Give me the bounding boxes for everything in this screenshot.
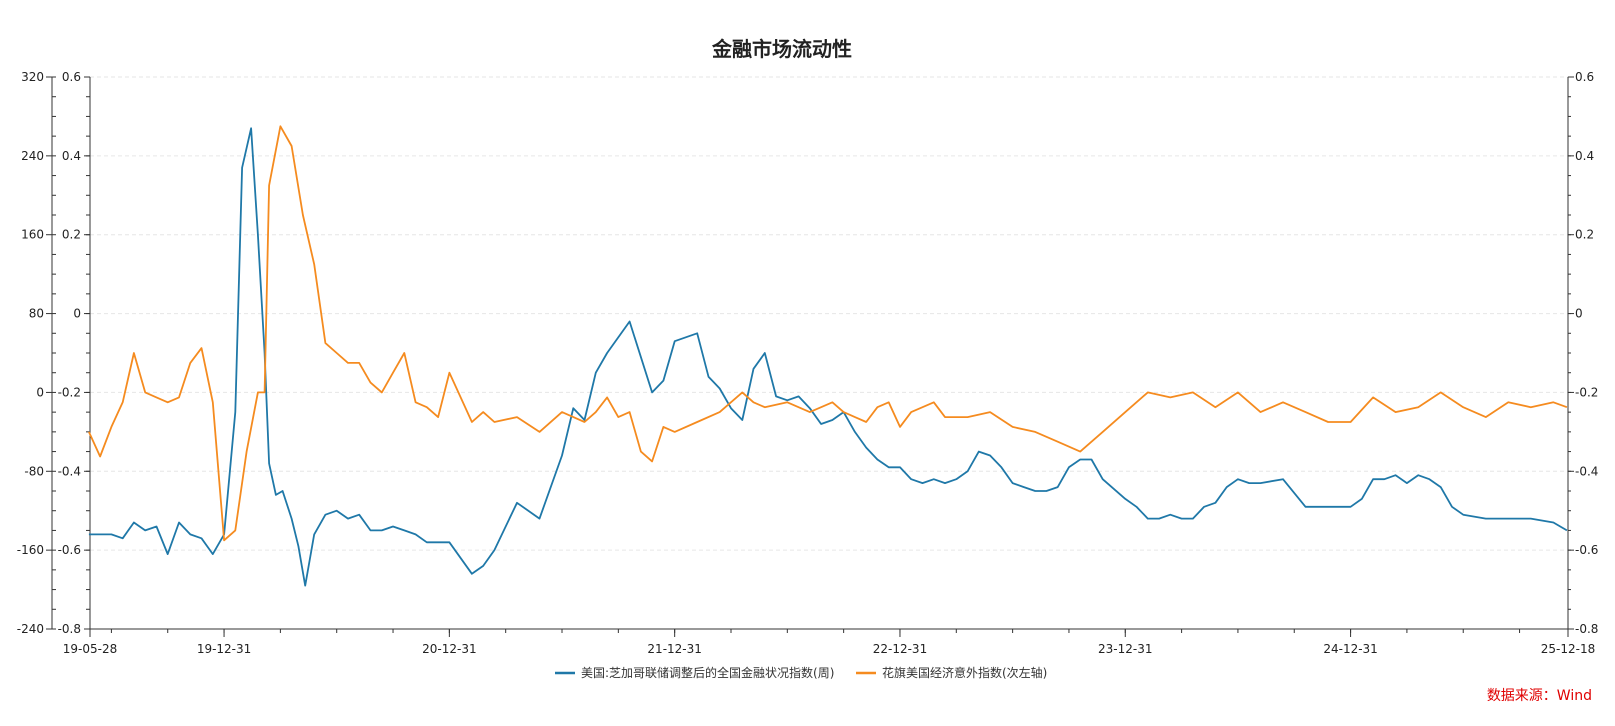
y-right-tick-label: 0.2: [1575, 228, 1594, 242]
x-tick-label: 19-12-31: [197, 642, 251, 656]
legend: 美国:芝加哥联储调整后的全国金融状况指数(周) 花旗美国经济意外指数(次左轴): [555, 665, 1047, 680]
y-inner-tick-label: -0.2: [58, 385, 81, 399]
grid-lines: [90, 76, 1568, 551]
x-tick-label: 21-12-31: [647, 642, 701, 656]
y-left-tick-label: 80: [29, 307, 44, 321]
y-inner-tick-label: 0.6: [62, 70, 81, 84]
y-inner-tick-label: 0.4: [62, 149, 81, 163]
y-inner-tick-label: -0.4: [58, 464, 81, 478]
y-left-tick-label: 160: [21, 228, 44, 242]
y-right-tick-label: -0.6: [1575, 543, 1598, 557]
y-left-tick-label: 0: [36, 385, 44, 399]
legend-label-2: 花旗美国经济意外指数(次左轴): [882, 665, 1047, 680]
y-right-tick-label: -0.8: [1575, 622, 1598, 636]
y-inner-tick-label: 0.2: [62, 228, 81, 242]
series-line-1: [88, 127, 1568, 587]
series-line-2: [88, 125, 1568, 542]
x-tick-label: 23-12-31: [1098, 642, 1152, 656]
x-tick-label: 20-12-31: [422, 642, 476, 656]
y-left-tick-label: -240: [17, 622, 44, 636]
y-inner-tick-label: -0.6: [58, 543, 81, 557]
x-tick-label: 24-12-31: [1323, 642, 1377, 656]
chart-title: 金融市场流动性: [711, 37, 852, 61]
y-right-tick-label: 0: [1575, 307, 1583, 321]
x-tick-label: 25-12-18: [1541, 642, 1595, 656]
y-left-tick-label: 320: [21, 70, 44, 84]
y-left-tick-label: -80: [24, 464, 44, 478]
y-right-tick-label: -0.4: [1575, 464, 1598, 478]
legend-label-1: 美国:芝加哥联储调整后的全国金融状况指数(周): [581, 665, 834, 680]
series-layer: [88, 125, 1568, 587]
y-left-tick-label: 240: [21, 149, 44, 163]
y-inner-tick-label: -0.8: [58, 622, 81, 636]
source-note: 数据来源：Wind: [1487, 688, 1592, 704]
y-left-tick-label: -160: [17, 543, 44, 557]
y-right-tick-label: 0.4: [1575, 149, 1594, 163]
y-right-tick-label: -0.2: [1575, 385, 1598, 399]
y-right-tick-label: 0.6: [1575, 70, 1594, 84]
axes: 320 240 160 80 0 -80 -160 -240 0.6 0.4 0.2 0 -0.2 -0.…: [17, 70, 1599, 656]
y-inner-tick-label: 0: [73, 307, 81, 321]
x-tick-label: 19-05-28: [63, 642, 117, 656]
x-tick-label: 22-12-31: [873, 642, 927, 656]
